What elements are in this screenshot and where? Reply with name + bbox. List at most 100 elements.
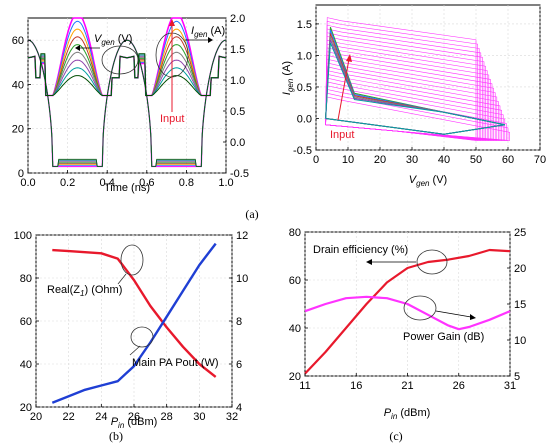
real-z1-tail: ) (Ohm) (84, 284, 122, 296)
real-z1-ellipse (120, 244, 144, 276)
x-tick-label: 30 (406, 154, 418, 166)
x-tick-label: 22 (63, 411, 75, 423)
chart-c: 11 16 21 26 31 20 40 60 80 5 10 15 20 25 Drain effici… (289, 227, 527, 421)
x-axis-label: P (384, 407, 392, 419)
caption-b: (b) (109, 429, 123, 443)
y-tick-label-right: -0.5 (230, 168, 249, 180)
igen-series-line (27, 39, 227, 167)
x-tick-label: 50 (470, 154, 482, 166)
y-tick-label-left: 60 (12, 35, 24, 47)
y-tick-label-left: 60 (289, 275, 301, 287)
x-tick-label: 32 (226, 411, 238, 423)
igen-sub: gen (194, 30, 208, 39)
y-tick-label-right: 0.5 (230, 106, 245, 118)
y-tick-label-right: 0.0 (230, 137, 245, 149)
svg-text:Igen (A): Igen (A) (191, 25, 225, 39)
series-line (304, 248, 511, 375)
x-axis-label-unit: (V) (429, 174, 447, 186)
chart-b: 20 22 24 26 28 30 32 20 40 60 80 100 4 6 8 10 12 Real(Z1… (14, 230, 249, 430)
chart-a1: 0.0 0.2 0.4 0.6 0.8 1.0 0 20 40 60 -0.5 0.0 0.5 1.0 1.… (12, 13, 249, 194)
igen-unit: (A) (207, 25, 225, 37)
y-tick-label-left: 40 (12, 79, 24, 91)
x-tick-label: 20 (374, 154, 386, 166)
power-gain-ellipse (403, 295, 437, 321)
x-tick-label: 11 (299, 380, 310, 392)
x-tick-label: 28 (161, 411, 173, 423)
y-tick-label-left: 0.0 (297, 113, 312, 125)
y-tick-label-right: 5 (514, 371, 520, 383)
y-tick-label-right: 20 (514, 263, 526, 275)
x-tick-label: 0.0 (20, 177, 35, 189)
y-tick-label-left: 0 (18, 168, 24, 180)
real-z1-label: Real(Z (47, 284, 80, 296)
y-tick-label-left: -0.5 (293, 145, 312, 157)
power-gain-label: Power Gain (dB) (403, 331, 484, 343)
y-axis-label-unit: (A) (281, 61, 293, 79)
input-annotation-a2: Input (330, 54, 354, 141)
x-tick-label: 0.4 (100, 177, 115, 189)
drain-efficiency-label: Drain efficiency (%) (313, 244, 408, 256)
y-tick-label-left: 60 (20, 316, 32, 328)
x-tick-label: 16 (350, 380, 362, 392)
x-axis-label: Time (ns) (104, 182, 150, 194)
igen-series-line (27, 39, 227, 167)
x-axis-label-sub: gen (416, 179, 430, 188)
y-tick-label-left: 1.5 (297, 19, 312, 31)
igen-series-line (27, 39, 227, 167)
svg-text:Pin (dBm): Pin (dBm) (384, 407, 431, 421)
input-arrowhead (169, 19, 175, 26)
drain-efficiency-arrowhead (366, 259, 372, 265)
y-tick-label-left: 20 (12, 124, 24, 136)
x-tick-label: 26 (128, 411, 140, 423)
y-tick-label-right: 6 (236, 359, 242, 371)
x-axis-label: V (409, 174, 418, 186)
input-arrow (337, 58, 350, 121)
igen-series-line (27, 39, 227, 167)
y-tick-label-right: 8 (236, 316, 242, 328)
y-tick-label-left: 1.0 (297, 50, 312, 62)
power-gain-arrow (435, 310, 472, 318)
x-axis-label-unit: (dBm) (124, 416, 157, 428)
vgen-arrowhead (75, 45, 80, 51)
x-axis-label: P (111, 416, 119, 428)
y-tick-label-left: 20 (20, 402, 32, 414)
igen-series-line (27, 39, 227, 167)
drain-efficiency-ellipse (416, 249, 448, 275)
vgen-ellipse (101, 45, 139, 75)
main-pa-label: Main PA Pout (W) (132, 357, 219, 369)
x-tick-label: 26 (453, 380, 465, 392)
real-z1-sub: 1 (80, 289, 84, 298)
input-annotation-a1: Input (160, 19, 184, 125)
igen-series-line (27, 39, 227, 167)
x-tick-label: 0.6 (139, 177, 154, 189)
input-label: Input (160, 113, 184, 125)
x-tick-label: 0.2 (60, 177, 75, 189)
x-tick-label: 70 (534, 154, 546, 166)
x-tick-label: 0 (313, 154, 319, 166)
x-tick-label: 21 (401, 380, 413, 392)
x-tick-label: 24 (95, 411, 107, 423)
iv-trajectory-line (325, 42, 505, 135)
y-axis-label: I (281, 92, 293, 95)
y-tick-label-left: 100 (14, 230, 32, 242)
x-axis-label-sub: in (118, 421, 125, 430)
y-tick-label-left: 40 (20, 359, 32, 371)
y-tick-label-right: 15 (514, 299, 526, 311)
vgen-series-line (27, 53, 227, 96)
x-axis-label-sub: in (391, 412, 398, 421)
y-tick-label-right: 2.0 (230, 13, 245, 25)
y-tick-label-right: 4 (236, 402, 242, 414)
y-tick-label-right: 1.5 (230, 44, 245, 56)
svg-text:Igen (A): Igen (A) (281, 61, 295, 95)
vgen-symbol: V (94, 33, 103, 45)
vgen-unit: (V) (115, 33, 133, 45)
x-tick-label: 10 (342, 154, 354, 166)
caption-c: (c) (389, 429, 402, 443)
x-tick-label: 60 (502, 154, 514, 166)
y-tick-label-right: 10 (236, 273, 248, 285)
chart-a2: 0 10 20 30 40 50 60 70 -0.5 0.0 0.5 1.0 1.5 Input Vg… (281, 4, 546, 188)
y-tick-label-left: 0.5 (297, 82, 312, 94)
svg-text:Vgen (V): Vgen (V) (409, 174, 447, 188)
y-tick-label-right: 12 (236, 230, 248, 242)
